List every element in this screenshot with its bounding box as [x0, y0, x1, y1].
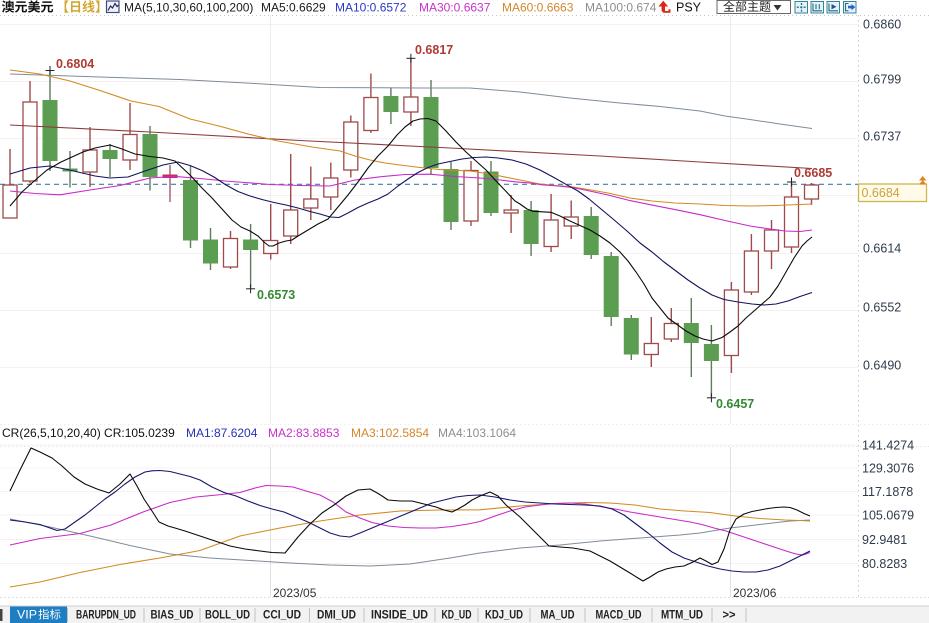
svg-text:0.6817: 0.6817 — [415, 43, 453, 57]
svg-text:2023/06: 2023/06 — [733, 586, 777, 600]
svg-text:MA10:0.6572: MA10:0.6572 — [335, 1, 407, 15]
svg-text:MA2:83.8853: MA2:83.8853 — [268, 426, 340, 440]
svg-text:2023/05: 2023/05 — [273, 586, 317, 600]
svg-text:117.1878: 117.1878 — [862, 485, 913, 499]
svg-text:0.6684: 0.6684 — [862, 186, 900, 200]
svg-text:0.6457: 0.6457 — [716, 397, 754, 411]
svg-text:MA5:0.6629: MA5:0.6629 — [261, 1, 326, 15]
svg-text:0.6799: 0.6799 — [863, 73, 901, 87]
svg-text:MA4:103.1064: MA4:103.1064 — [438, 426, 516, 440]
svg-text:0.6804: 0.6804 — [56, 57, 94, 71]
svg-text:0.6573: 0.6573 — [257, 288, 295, 302]
svg-text:PSY: PSY — [676, 1, 702, 15]
svg-text:MA_UD: MA_UD — [541, 608, 575, 622]
svg-text:MACD_UD: MACD_UD — [596, 608, 642, 622]
svg-text:105.0679: 105.0679 — [862, 509, 914, 523]
svg-text:0.6490: 0.6490 — [863, 359, 901, 373]
svg-text:MA30:0.6637: MA30:0.6637 — [419, 1, 491, 15]
svg-text:0.6552: 0.6552 — [863, 301, 901, 315]
svg-text:CCI_UD: CCI_UD — [263, 608, 301, 622]
svg-text:0.6737: 0.6737 — [863, 130, 901, 144]
svg-text:0.6685: 0.6685 — [794, 166, 832, 180]
svg-text:BARUPDN_UD: BARUPDN_UD — [76, 608, 136, 622]
svg-text:0.6860: 0.6860 — [863, 18, 901, 32]
svg-text:MA1:87.6204: MA1:87.6204 — [186, 426, 258, 440]
svg-text:MA3:102.5854: MA3:102.5854 — [351, 426, 429, 440]
svg-text:VIP: VIP — [17, 610, 37, 622]
svg-text:MTM_UD: MTM_UD — [661, 608, 703, 622]
svg-text:KD_UD: KD_UD — [442, 608, 472, 622]
svg-text:80.8283: 80.8283 — [862, 557, 907, 571]
svg-text:>>: >> — [723, 608, 736, 622]
svg-text:BOLL_UD: BOLL_UD — [205, 608, 250, 622]
svg-text:INSIDE_UD: INSIDE_UD — [371, 608, 428, 622]
svg-text:92.9481: 92.9481 — [862, 533, 907, 547]
svg-text:0.6614: 0.6614 — [863, 242, 901, 256]
svg-text:DMI_UD: DMI_UD — [317, 608, 356, 622]
svg-text:CR(26,5,10,20,40) CR:105.0239: CR(26,5,10,20,40) CR:105.0239 — [2, 426, 175, 440]
svg-text:MA(5,10,30,60,100,200): MA(5,10,30,60,100,200) — [124, 1, 253, 15]
svg-text:MA60:0.6663: MA60:0.6663 — [502, 1, 574, 15]
svg-text:MA100:0.674: MA100:0.674 — [585, 1, 657, 15]
svg-text:141.4274: 141.4274 — [862, 439, 914, 453]
svg-text:KDJ_UD: KDJ_UD — [485, 608, 523, 622]
svg-text:129.3076: 129.3076 — [862, 462, 914, 476]
svg-text:BIAS_UD: BIAS_UD — [151, 608, 194, 622]
